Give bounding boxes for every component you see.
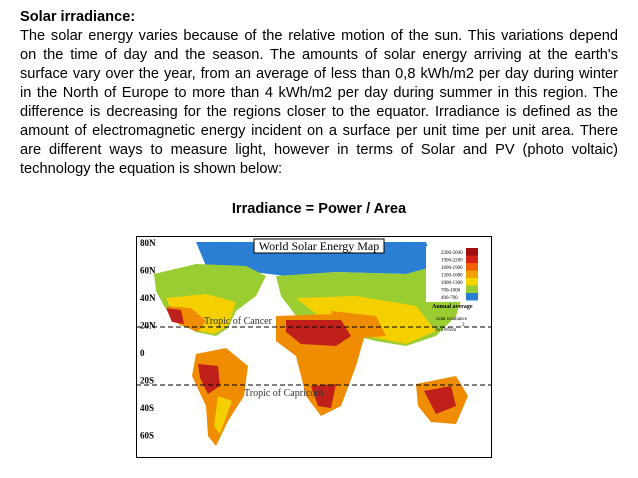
text-line: in the North of Europe to more than 4 kW… xyxy=(20,85,618,101)
legend-swatch xyxy=(466,263,478,271)
latitude-label: 60N xyxy=(140,266,156,276)
latitude-label: 0 xyxy=(140,348,145,358)
region xyxy=(214,396,232,434)
legend-label: 2200-2600 xyxy=(441,251,463,256)
text-line: surface vary over the year, from an aver… xyxy=(20,66,618,82)
tropic-label: Tropic of Capricorn xyxy=(244,388,324,399)
region xyxy=(311,384,336,408)
map-title: World Solar Energy Map xyxy=(259,239,379,253)
legend-swatch xyxy=(466,248,478,256)
text-line: technology the equation is shown below: xyxy=(20,161,283,177)
text-line: amount of electromagnetic energy inciden… xyxy=(20,123,618,139)
region xyxy=(286,320,351,346)
legend-caption: solar irradiance xyxy=(436,317,468,322)
legend-label: 1600-1900 xyxy=(441,266,463,271)
legend-swatch xyxy=(466,255,478,263)
equation: Irradiance = Power / Area xyxy=(231,201,407,217)
legend-label: 1300-1600 xyxy=(441,274,463,279)
region xyxy=(198,364,220,394)
region xyxy=(166,308,184,324)
text-line: on the time of day and the season. The a… xyxy=(20,47,618,63)
legend-caption: 2 xyxy=(462,323,465,328)
legend-label: 400-700 xyxy=(441,296,458,301)
legend-swatch xyxy=(466,293,478,301)
map-title-box xyxy=(253,238,385,254)
text-line: The solar energy varies because of the r… xyxy=(20,28,618,44)
legend-label: 1900-2200 xyxy=(441,259,463,264)
latitudes: 80N 60N 40N 20N 0 20S 40S 60S xyxy=(140,238,156,441)
latitude-label: 40S xyxy=(140,403,154,413)
document: Solar irradiance: The solar energy varie… xyxy=(20,8,618,179)
tropic-label: Tropic of Cancer xyxy=(204,316,273,327)
region xyxy=(424,386,456,414)
latitude-label: 40N xyxy=(140,293,156,303)
paragraph: The solar energy varies because of the r… xyxy=(20,27,618,179)
heading: Solar irradiance: xyxy=(20,9,136,25)
solar-map: World Solar Energy Map Tropic of Cancer … xyxy=(136,236,492,458)
latitude-label: 80N xyxy=(140,238,156,248)
latitude-label: 60S xyxy=(140,431,154,441)
legend-swatch xyxy=(466,270,478,278)
latitude-label: 20N xyxy=(140,321,156,331)
text-line: are different ways to measure light, how… xyxy=(20,142,618,158)
legend-caption: Annual average xyxy=(432,304,473,310)
legend-label: 700-1000 xyxy=(441,289,461,294)
latitude-label: 20S xyxy=(140,376,154,386)
legend-label: 1000-1300 xyxy=(441,281,463,286)
legend-caption: in kWh/m xyxy=(436,328,456,333)
text-line: difference is decreasing for the regions… xyxy=(20,104,618,120)
legend-swatch xyxy=(466,285,478,293)
legend: 2200-2600 1900-2200 1600-1900 1300-1600 1000… xyxy=(432,248,478,333)
legend-swatch xyxy=(466,278,478,286)
